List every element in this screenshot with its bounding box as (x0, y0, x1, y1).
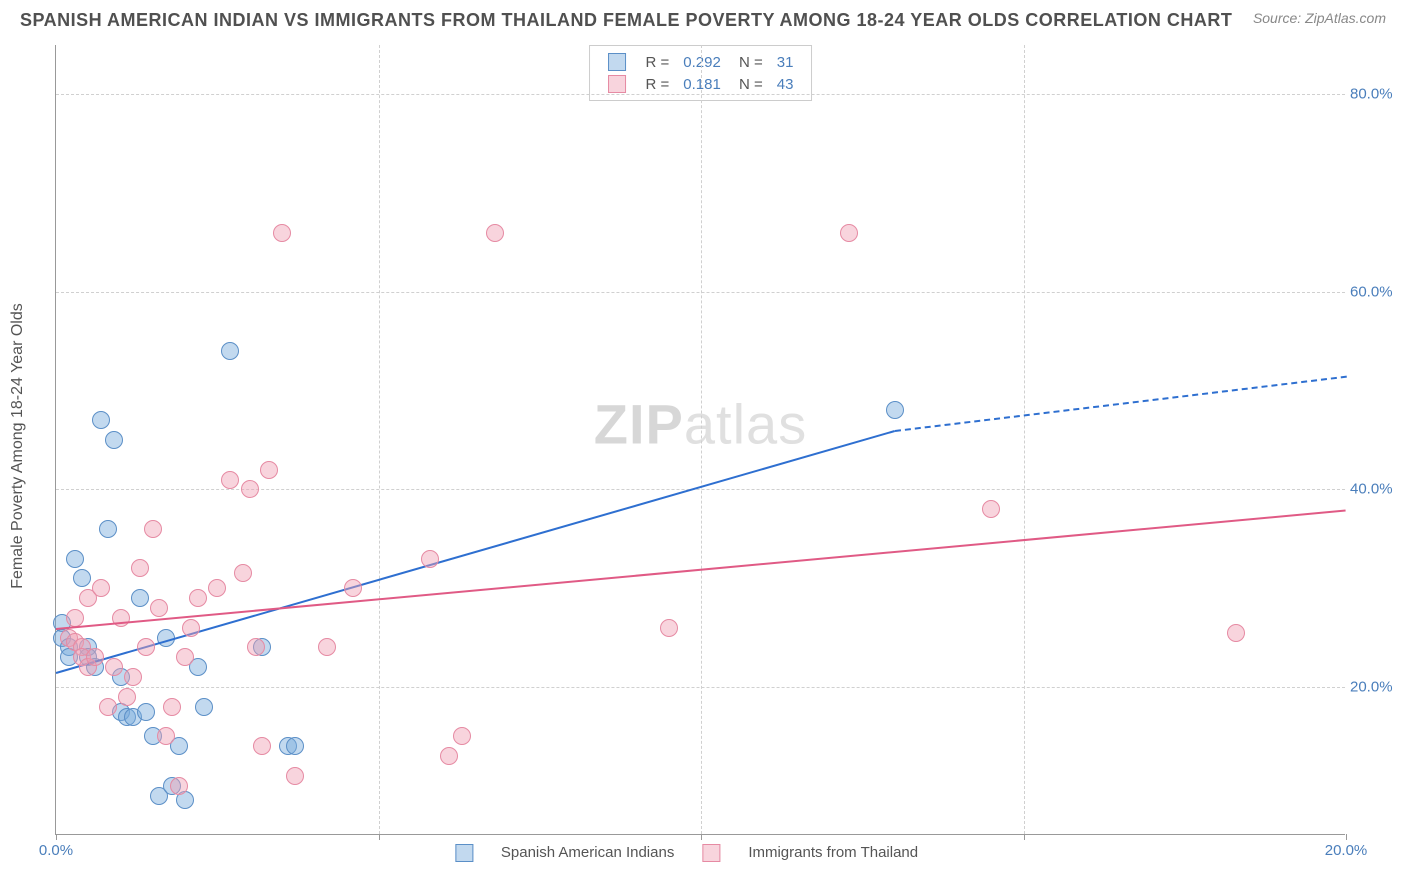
scatter-point (421, 550, 439, 568)
legend-swatch-icon (608, 53, 626, 71)
scatter-point (982, 500, 1000, 518)
scatter-point (453, 727, 471, 745)
scatter-point (840, 224, 858, 242)
plot-area: ZIPatlas R =0.292 N =31R =0.181 N =43 Sp… (55, 45, 1345, 835)
scatter-point (157, 727, 175, 745)
scatter-point (86, 648, 104, 666)
scatter-point (234, 564, 252, 582)
scatter-point (253, 737, 271, 755)
scatter-point (137, 638, 155, 656)
scatter-point (99, 698, 117, 716)
y-axis-label: Female Poverty Among 18-24 Year Olds (9, 303, 27, 589)
scatter-point (189, 589, 207, 607)
scatter-point (137, 703, 155, 721)
legend-swatch-icon (455, 844, 473, 862)
y-tick-label: 20.0% (1350, 678, 1405, 695)
legend-item: Immigrants from Thailand (702, 844, 918, 861)
scatter-point (124, 668, 142, 686)
scatter-point (286, 737, 304, 755)
scatter-point (144, 520, 162, 538)
scatter-point (273, 224, 291, 242)
legend-swatch-icon (608, 75, 626, 93)
scatter-point (131, 559, 149, 577)
x-tick-label: 0.0% (39, 842, 73, 859)
series-legend: Spanish American Indians Immigrants from … (455, 844, 946, 862)
scatter-point (486, 224, 504, 242)
scatter-point (221, 471, 239, 489)
scatter-point (92, 579, 110, 597)
scatter-point (344, 579, 362, 597)
x-tick-label: 20.0% (1325, 842, 1368, 859)
scatter-point (221, 342, 239, 360)
scatter-point (150, 599, 168, 617)
y-tick-label: 60.0% (1350, 283, 1405, 300)
legend-swatch-icon (702, 844, 720, 862)
scatter-point (286, 767, 304, 785)
scatter-point (318, 638, 336, 656)
scatter-point (73, 569, 91, 587)
scatter-point (886, 401, 904, 419)
scatter-point (66, 550, 84, 568)
scatter-point (131, 589, 149, 607)
y-tick-label: 40.0% (1350, 481, 1405, 498)
scatter-point (195, 698, 213, 716)
scatter-point (105, 658, 123, 676)
scatter-point (99, 520, 117, 538)
scatter-point (163, 698, 181, 716)
y-tick-label: 80.0% (1350, 86, 1405, 103)
scatter-point (241, 480, 259, 498)
scatter-point (182, 619, 200, 637)
scatter-point (440, 747, 458, 765)
legend-item: Spanish American Indians (455, 844, 674, 861)
scatter-point (118, 688, 136, 706)
scatter-point (92, 411, 110, 429)
scatter-point (1227, 624, 1245, 642)
scatter-point (105, 431, 123, 449)
scatter-point (176, 648, 194, 666)
scatter-point (170, 777, 188, 795)
scatter-point (66, 609, 84, 627)
scatter-point (660, 619, 678, 637)
scatter-point (247, 638, 265, 656)
chart-title: SPANISH AMERICAN INDIAN VS IMMIGRANTS FR… (20, 10, 1232, 31)
scatter-point (260, 461, 278, 479)
scatter-point (208, 579, 226, 597)
source-label: Source: ZipAtlas.com (1253, 10, 1386, 26)
